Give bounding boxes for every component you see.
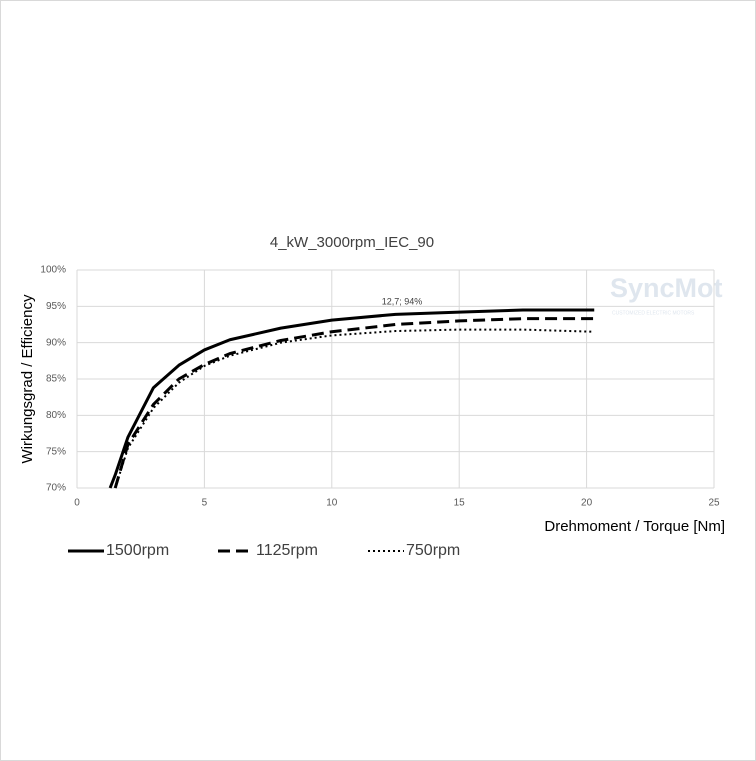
line-series [108,308,595,489]
legend-label: 1500rpm [106,542,169,559]
y-tick-label: 95% [46,301,66,312]
y-tick-label: 90% [46,337,66,348]
y-tick-label: 70% [46,483,66,494]
x-tick-label: 25 [708,498,720,509]
watermark-brand: SyncMot [610,273,723,303]
x-tick-label: 5 [202,498,208,509]
x-tick-label: 0 [74,498,80,509]
chart-title: 4_kW_3000rpm_IEC_90 [270,234,434,251]
y-tick-label: 75% [46,446,66,457]
y-tick-label: 80% [46,410,66,421]
y-axis-title: Wirkungsgrad / Efficiency [19,294,36,463]
y-tick-label: 85% [46,374,66,385]
legend-label: 1125rpm [256,542,318,559]
watermark-tagline: CUSTOMIZED ELECTRIC MOTORS [612,310,695,316]
legend-label: 750rpm [406,542,460,559]
annotation: 12,7; 94% [382,296,423,306]
x-axis-title: Drehmoment / Torque [Nm] [544,518,725,535]
line-series [114,328,595,489]
y-tick-label: 100% [40,265,66,276]
x-tick-label: 20 [581,498,593,509]
x-tick-label: 15 [454,498,466,509]
x-tick-label: 10 [326,498,338,509]
